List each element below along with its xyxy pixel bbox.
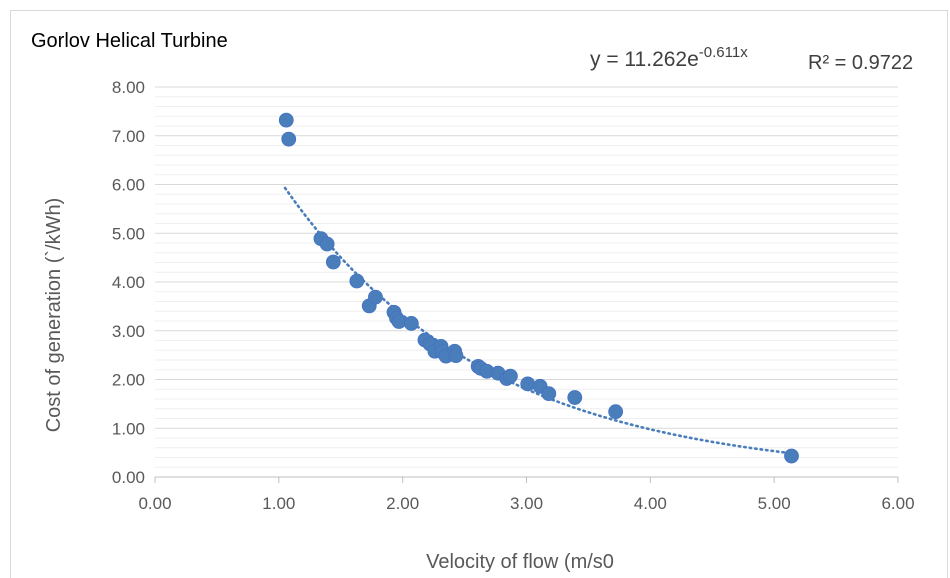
y-tick-label: 6.00 bbox=[112, 176, 145, 195]
x-tick-label: 3.00 bbox=[510, 494, 543, 513]
data-point bbox=[281, 131, 297, 147]
x-tick-label: 0.00 bbox=[138, 494, 171, 513]
data-point bbox=[391, 314, 407, 329]
trendline-r-squared: R² = 0.9722 bbox=[808, 52, 914, 74]
axes bbox=[154, 476, 899, 483]
y-tick-label: 3.00 bbox=[112, 322, 145, 341]
y-tick-label: 1.00 bbox=[112, 419, 145, 438]
trendline-equation-base: y = 11.262e bbox=[590, 48, 699, 71]
trendline-path bbox=[283, 186, 795, 455]
gridlines bbox=[155, 86, 898, 468]
y-tick-label: 8.00 bbox=[112, 78, 145, 97]
y-tick-label: 0.00 bbox=[112, 468, 145, 487]
x-tick-label: 5.00 bbox=[758, 494, 791, 513]
data-point bbox=[325, 254, 341, 270]
chart-title: Gorlov Helical Turbine bbox=[31, 30, 228, 52]
trendline-equation: y = 11.262e-0.611x bbox=[590, 44, 748, 72]
data-point bbox=[278, 112, 294, 128]
x-tick-label: 4.00 bbox=[634, 494, 667, 513]
data-point bbox=[448, 348, 464, 364]
x-axis-title: Velocity of flow (m/s0 bbox=[426, 551, 614, 573]
data-point bbox=[541, 386, 557, 402]
y-axis-title: Cost of generation (`/kWh) bbox=[43, 198, 65, 433]
trendline-equation-exponent: -0.611x bbox=[698, 44, 748, 61]
data-point bbox=[403, 316, 419, 331]
x-tick-label: 2.00 bbox=[386, 494, 419, 513]
data-point bbox=[520, 376, 536, 392]
x-tick-label: 6.00 bbox=[881, 494, 914, 513]
trendline bbox=[283, 186, 795, 455]
y-tick-label: 7.00 bbox=[112, 127, 145, 146]
data-points bbox=[278, 112, 799, 464]
data-point bbox=[349, 273, 365, 289]
y-tick-label: 4.00 bbox=[112, 273, 145, 292]
y-tick-label: 5.00 bbox=[112, 224, 145, 243]
data-point bbox=[368, 289, 383, 305]
tick-labels: 0.00 1.00 2.00 3.00 4.00 5.00 6.00 0.00 1.00 2.00… bbox=[112, 78, 915, 513]
data-point bbox=[503, 368, 518, 384]
chart-frame bbox=[10, 10, 948, 578]
data-point bbox=[784, 448, 799, 464]
data-point bbox=[319, 236, 335, 252]
x-tick-label: 1.00 bbox=[262, 494, 295, 513]
y-tick-label: 2.00 bbox=[112, 371, 145, 390]
data-point bbox=[567, 390, 583, 405]
data-point bbox=[608, 404, 624, 420]
